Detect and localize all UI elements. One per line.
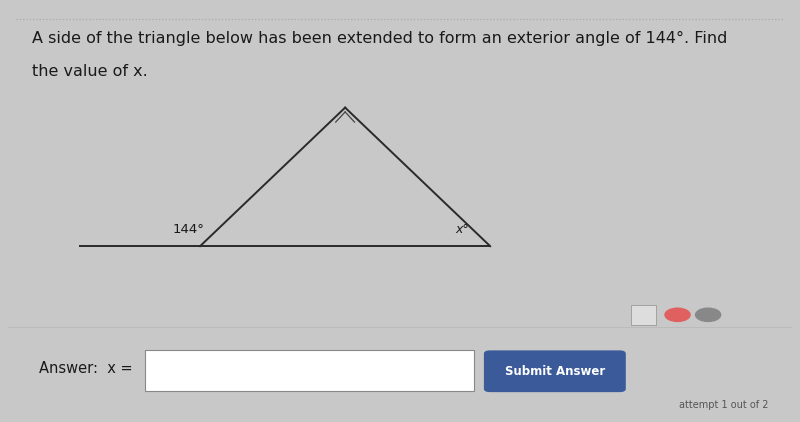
FancyBboxPatch shape: [484, 350, 626, 392]
Text: A side of the triangle below has been extended to form an exterior angle of 144°: A side of the triangle below has been ex…: [31, 31, 727, 46]
Text: attempt 1 out of 2: attempt 1 out of 2: [679, 400, 769, 410]
Circle shape: [695, 308, 721, 322]
Text: Submit Answer: Submit Answer: [505, 365, 606, 378]
Text: 144°: 144°: [173, 223, 205, 236]
FancyBboxPatch shape: [631, 305, 656, 325]
FancyBboxPatch shape: [146, 349, 474, 391]
Text: Answer:  x =: Answer: x =: [39, 361, 133, 376]
Circle shape: [665, 308, 690, 322]
Text: x°: x°: [455, 223, 469, 236]
Text: the value of x.: the value of x.: [31, 64, 147, 79]
